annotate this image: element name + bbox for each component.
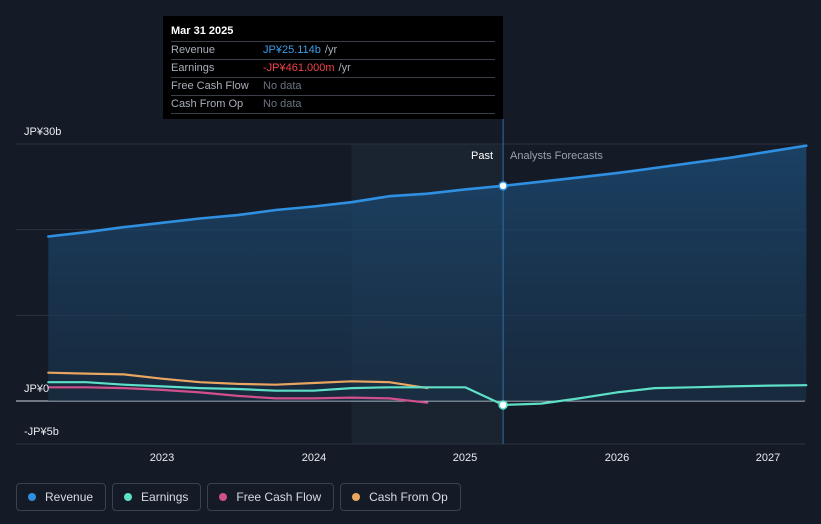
legend-item-free-cash-flow[interactable]: Free Cash Flow xyxy=(207,483,335,511)
past-label: Past xyxy=(471,150,494,162)
series-line-earnings xyxy=(47,381,808,406)
analysts-forecasts-label: Analysts Forecasts xyxy=(510,150,603,162)
y-tick-label-neg5b: -JP¥5b xyxy=(24,426,59,438)
chart-legend: Revenue Earnings Free Cash Flow Cash Fro… xyxy=(16,483,461,511)
legend-dot-icon xyxy=(352,493,361,501)
tooltip-value: JP¥25.114b xyxy=(263,44,321,56)
revenue-area xyxy=(48,145,807,401)
y-tick-label-0: JP¥0 xyxy=(24,383,50,395)
tooltip-row-revenue: Revenue JP¥25.114b /yr xyxy=(171,42,495,60)
tooltip-date: Mar 31 2025 xyxy=(171,23,495,42)
series-line-free-cash-flow xyxy=(47,386,429,404)
tooltip-row-free-cash-flow: Free Cash Flow No data xyxy=(171,78,495,96)
x-tick-2026: 2026 xyxy=(604,452,630,464)
legend-label: Free Cash Flow xyxy=(236,490,322,504)
tooltip-unit: /yr xyxy=(338,62,351,74)
x-tick-2025: 2025 xyxy=(452,452,478,464)
tooltip-row-cash-from-op: Cash From Op No data xyxy=(171,96,495,114)
data-tooltip: Mar 31 2025 Revenue JP¥25.114b /yr Earni… xyxy=(163,16,503,119)
legend-item-revenue[interactable]: Revenue xyxy=(16,483,107,511)
legend-dot-icon xyxy=(219,493,228,501)
series-line-revenue xyxy=(46,144,808,238)
x-tick-2027: 2027 xyxy=(755,452,781,464)
x-tick-2024: 2024 xyxy=(301,452,327,464)
marker-earnings[interactable] xyxy=(498,400,508,410)
legend-dot-icon xyxy=(28,493,36,501)
legend-label: Earnings xyxy=(141,490,189,504)
marker-revenue[interactable] xyxy=(498,181,508,191)
tooltip-label: Cash From Op xyxy=(171,98,244,110)
tooltip-unit: /yr xyxy=(324,44,338,56)
legend-item-cash-from-op[interactable]: Cash From Op xyxy=(340,483,461,511)
y-tick-label-30b: JP¥30b xyxy=(24,126,62,138)
tooltip-row-earnings: Earnings -JP¥461.000m /yr xyxy=(171,60,495,78)
tooltip-label: Free Cash Flow xyxy=(171,80,249,92)
legend-label: Revenue xyxy=(45,490,94,504)
legend-label: Cash From Op xyxy=(369,490,448,504)
tooltip-value: -JP¥461.000m xyxy=(263,62,335,74)
legend-item-earnings[interactable]: Earnings xyxy=(112,483,202,511)
tooltip-value: No data xyxy=(263,80,302,92)
legend-dot-icon xyxy=(124,493,133,501)
series-line-cash-from-op xyxy=(47,371,429,390)
tooltip-label: Revenue xyxy=(171,44,216,56)
tooltip-label: Earnings xyxy=(171,62,215,74)
x-tick-2023: 2023 xyxy=(149,452,175,464)
tooltip-value: No data xyxy=(263,98,302,110)
